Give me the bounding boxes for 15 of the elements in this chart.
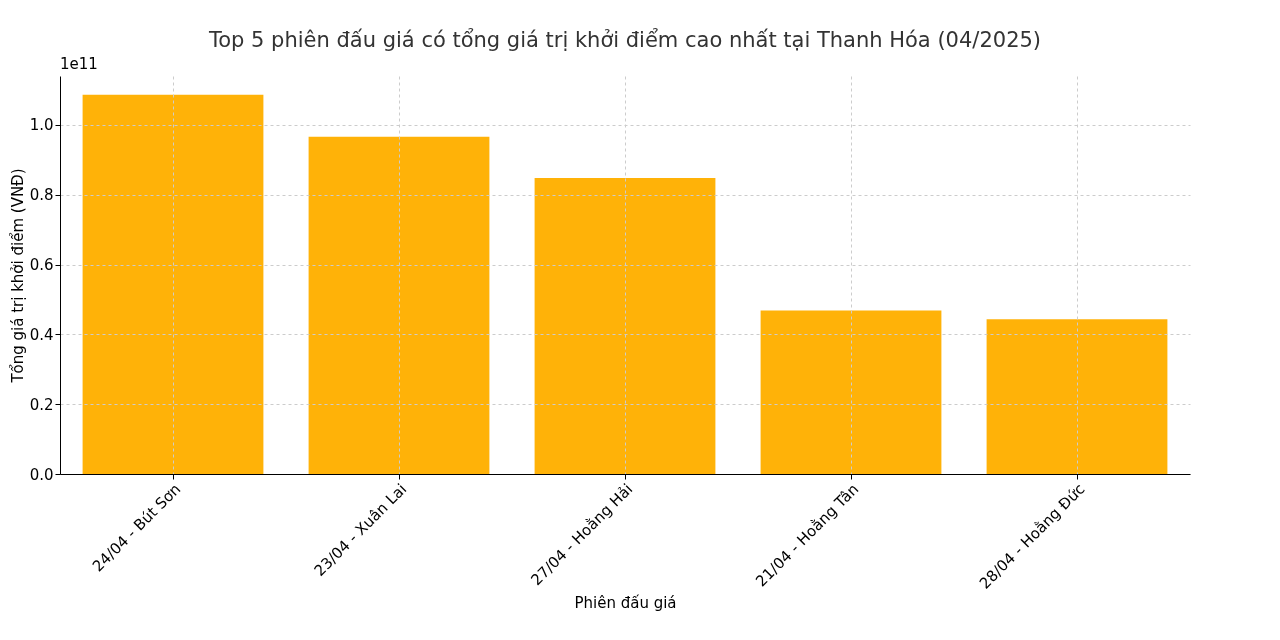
- y-axis-title: Tổng giá trị khởi điểm (VNĐ): [8, 168, 27, 384]
- y-tick-label: 0.0: [29, 465, 54, 484]
- y-tick-label: 1.0: [29, 116, 54, 135]
- bar: [760, 310, 942, 474]
- y-tick-label: 0.2: [29, 395, 54, 414]
- bar: [82, 94, 264, 474]
- chart-title: Top 5 phiên đấu giá có tổng giá trị khởi điểm cao nhất tại Thanh Hóa (04/2025): [207, 28, 1042, 52]
- text: 1e11: [60, 55, 98, 73]
- bar: [534, 177, 716, 474]
- y-tick-label: 0.4: [29, 325, 54, 344]
- y-tick-label: 0.8: [29, 186, 54, 205]
- y-tick-label: 0.6: [29, 256, 54, 275]
- x-axis-title: Phiên đấu giá: [574, 593, 677, 612]
- bar: [986, 319, 1168, 474]
- bar: [308, 136, 490, 474]
